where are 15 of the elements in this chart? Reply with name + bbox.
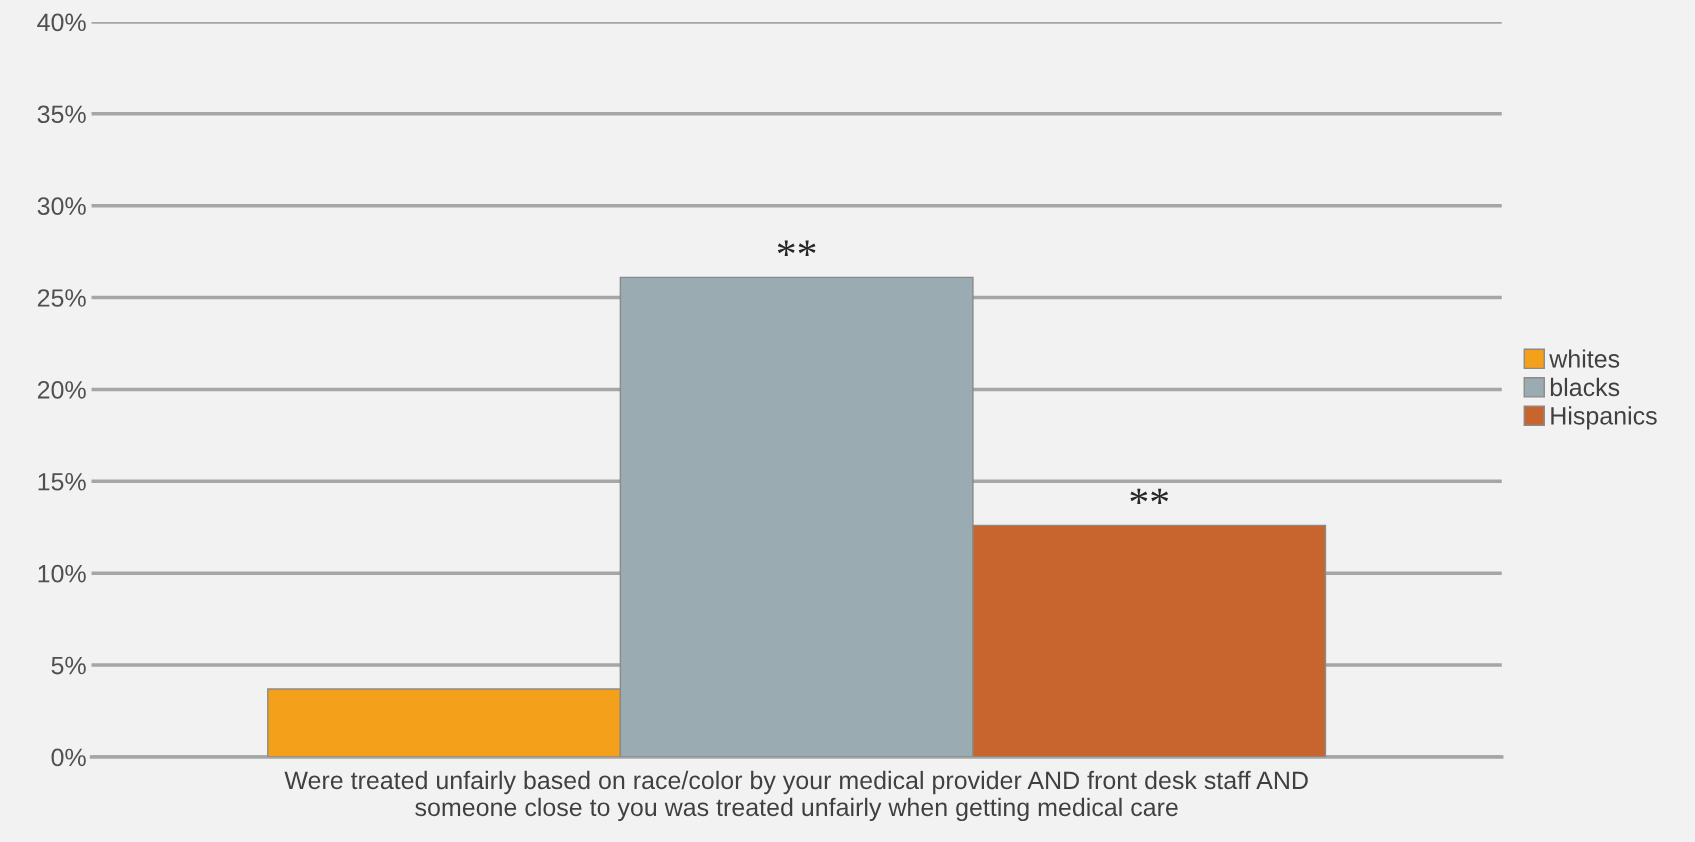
y-tick-label: 25% — [37, 289, 86, 307]
y-tick-label: 15% — [38, 473, 86, 491]
y-tick-label: 10% — [38, 564, 86, 583]
legend-label: blacks — [1550, 377, 1620, 397]
y-tick-label: 35% — [37, 105, 86, 124]
y-tick-label: 0% — [51, 748, 86, 767]
legend-label: Hispanics — [1551, 406, 1657, 430]
y-tick-label: 5% — [51, 656, 86, 675]
x-tick-label: Were treated unfairly based on race/color by your medical provider AND front desk staff AND someone close to you was treated unfairly when getting medical care — [284, 770, 1308, 822]
y-tick-label: 40% — [37, 13, 86, 32]
annotation: ** — [777, 240, 816, 256]
annotation: ** — [1130, 488, 1169, 504]
legend-label: whites — [1549, 349, 1620, 368]
y-tick-label: 30% — [37, 197, 86, 215]
y-tick-label: 20% — [37, 381, 86, 399]
